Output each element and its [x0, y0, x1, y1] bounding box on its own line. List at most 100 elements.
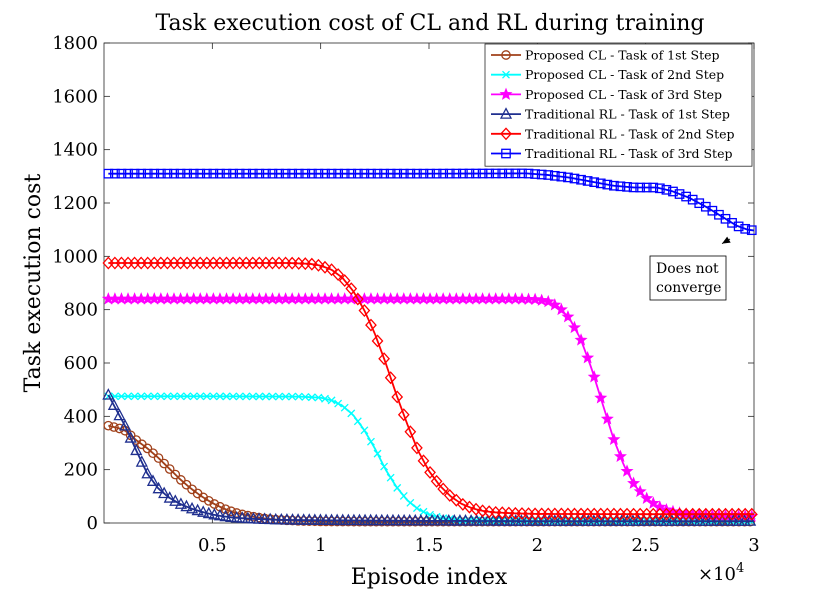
data-point: [118, 419, 132, 431]
data-point: [255, 392, 264, 401]
data-point: [156, 392, 165, 401]
data-point: [376, 516, 387, 527]
data-point: [412, 168, 422, 179]
data-point: [228, 168, 238, 179]
marker-x-stroke: [314, 393, 323, 402]
data-point: [417, 454, 430, 468]
data-point: [687, 194, 698, 205]
data-point: [226, 506, 236, 517]
data-point: [602, 179, 613, 190]
legend-swatch-marker: [500, 127, 512, 141]
data-point: [523, 168, 534, 179]
legend-swatch-marker: [501, 50, 511, 60]
data-point: [444, 168, 455, 179]
data-point: [490, 168, 501, 179]
data-point: [208, 507, 221, 520]
data-point: [404, 425, 417, 439]
data-point: [353, 417, 362, 426]
data-point: [371, 516, 382, 527]
data-point: [142, 168, 153, 179]
data-point: [359, 168, 370, 179]
marker-x-stroke: [294, 392, 303, 401]
data-point: [294, 392, 303, 401]
data-point: [464, 168, 475, 179]
marker-x-stroke: [268, 392, 277, 401]
annotation-text: Does not: [656, 261, 719, 277]
data-point: [458, 168, 468, 179]
y-tick-label: 0: [87, 513, 98, 534]
data-point: [315, 516, 326, 527]
data-point: [397, 408, 410, 422]
data-point: [333, 168, 343, 179]
data-point: [222, 392, 231, 401]
marker-x-stroke: [406, 498, 415, 507]
data-point: [332, 268, 345, 282]
data-point: [114, 423, 125, 434]
data-point: [589, 177, 600, 188]
legend-swatch-marker: [501, 148, 511, 159]
y-tick-label: 400: [64, 406, 98, 427]
marker-x-stroke: [288, 392, 297, 401]
data-point: [313, 168, 324, 179]
legend-label: Proposed CL - Task of 1st Step: [525, 48, 720, 63]
marker-x-stroke: [301, 392, 310, 401]
data-point: [443, 488, 456, 502]
data-point: [594, 391, 608, 404]
data-point: [141, 466, 154, 479]
data-point: [225, 510, 238, 522]
data-point: [654, 183, 665, 194]
data-point: [535, 293, 549, 306]
data-point: [543, 170, 554, 180]
data-point: [382, 516, 393, 527]
data-point: [541, 294, 555, 308]
data-point: [391, 390, 404, 404]
marker-x-stroke: [196, 392, 205, 401]
data-point: [438, 168, 449, 179]
data-point: [148, 448, 158, 459]
y-tick-label: 1800: [52, 33, 98, 54]
data-point: [281, 392, 290, 401]
data-point: [137, 392, 146, 401]
data-point: [587, 370, 601, 383]
chart-title: Task execution cost of CL and RL during …: [156, 11, 705, 36]
data-point: [517, 168, 527, 179]
data-point: [169, 494, 182, 506]
data-point: [661, 184, 672, 195]
data-point: [242, 392, 251, 401]
data-point: [373, 449, 382, 458]
data-point: [143, 392, 152, 401]
marker-x-stroke: [215, 392, 224, 401]
legend-item: Traditional RL - Task of 2nd Step: [491, 126, 735, 141]
x-axis-label: Episode index: [351, 565, 508, 590]
data-point: [384, 371, 397, 385]
data-point: [254, 168, 265, 179]
marker-x-stroke: [229, 392, 238, 401]
data-point: [635, 182, 646, 193]
data-point: [503, 168, 514, 179]
data-point: [236, 511, 249, 523]
marker-x-stroke: [235, 392, 244, 401]
marker-x-stroke: [347, 409, 356, 418]
data-point: [287, 168, 298, 179]
legend-swatch-marker: [499, 107, 513, 119]
x-tick-label: 2: [532, 535, 543, 556]
data-point: [365, 318, 377, 332]
marker-x-stroke: [163, 392, 172, 401]
legend-label: Proposed CL - Task of 3rd Step: [525, 87, 722, 102]
data-point: [164, 464, 175, 474]
y-tick-label: 1400: [52, 140, 98, 161]
legend: Proposed CL - Task of 1st Step Proposed C…: [484, 43, 753, 167]
data-point: [188, 168, 199, 179]
data-point: [103, 168, 114, 179]
data-point: [325, 263, 338, 277]
data-point: [153, 453, 164, 463]
data-point: [103, 420, 114, 431]
data-point: [510, 168, 521, 179]
x-multiplier: ×104: [698, 561, 744, 585]
data-point: [307, 393, 316, 402]
data-point: [740, 223, 751, 234]
data-point: [321, 394, 329, 403]
data-point: [345, 282, 358, 296]
data-point: [201, 168, 212, 179]
